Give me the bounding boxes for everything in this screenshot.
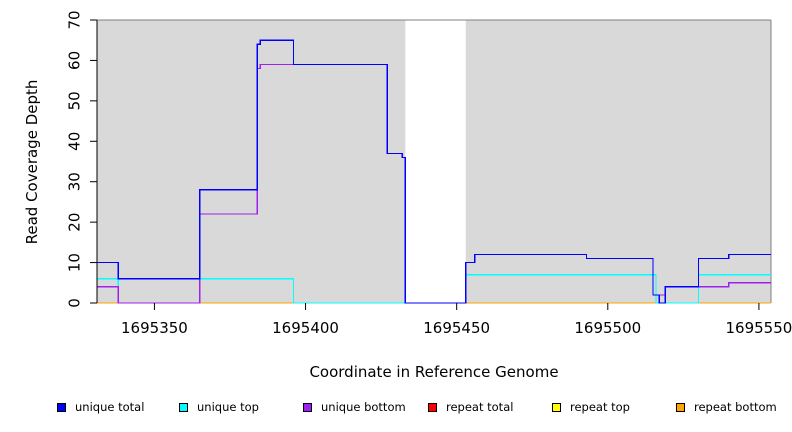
y-tick-label: 20 [66,213,84,232]
x-tick-label: 1695350 [121,319,188,337]
legend-swatch [57,402,66,412]
legend-label: unique top [197,400,259,414]
unshaded-region [405,20,466,303]
legend-swatch [552,402,561,412]
legend-swatch [428,402,437,412]
legend-label: repeat top [570,400,630,414]
y-tick-label: 0 [66,298,84,308]
y-tick-label: 60 [66,51,84,70]
axes: 0 10 20 30 40 50 60 70 1695350 1695400 1695450 1695… [66,10,792,337]
y-tick-label: 50 [66,91,84,110]
y-axis-title: Read Coverage Depth [23,80,41,245]
x-tick-label: 1695400 [272,319,339,337]
legend-label: unique total [75,400,145,414]
legend-item: unique total [57,400,144,414]
plot-background [97,19,772,303]
legend-item: repeat bottom [676,400,777,414]
series-layer [97,39,771,304]
legend: unique total unique top unique bottom repea… [0,400,792,418]
legend-label: repeat total [446,400,514,414]
y-tick-label: 10 [66,253,84,272]
legend-item: repeat total [428,400,513,414]
legend-label: unique bottom [321,400,406,414]
legend-swatch [179,402,188,412]
legend-item: repeat top [552,400,630,414]
x-axis-title: Coordinate in Reference Genome [309,363,558,381]
y-tick-label: 70 [66,10,84,29]
x-tick-label: 1695550 [726,319,792,337]
legend-item: unique top [179,400,259,414]
y-tick-label: 30 [66,172,84,191]
legend-label: repeat bottom [694,400,777,414]
series-line-unique-total [97,39,771,304]
legend-item: unique bottom [303,400,406,414]
legend-swatch [303,402,312,412]
y-tick-label: 40 [66,132,84,151]
legend-swatch [676,402,685,412]
x-tick-label: 1695500 [574,319,641,337]
x-tick-label: 1695450 [423,319,490,337]
